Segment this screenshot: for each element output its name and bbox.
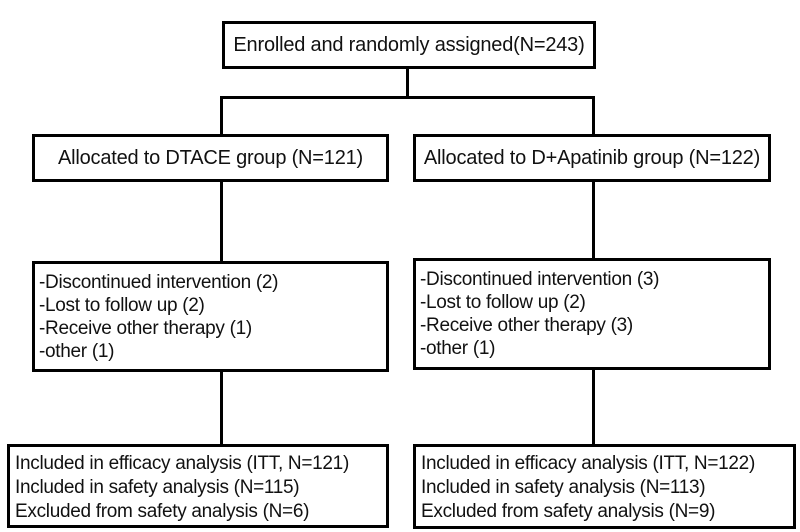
connector-dropout-to-analysis-right: [592, 370, 595, 444]
dropout-d-apatinib-line-other-therapy: -Receive other therapy (3): [420, 315, 633, 336]
dropout-dtace-line-discontinued: -Discontinued intervention (2): [39, 272, 279, 293]
connector-dropout-to-analysis-left: [220, 372, 223, 444]
node-allocation-d-apatinib: Allocated to D+Apatinib group (N=122): [413, 134, 771, 182]
analysis-dtace-line-safety-excluded: Excluded from safety analysis (N=6): [15, 501, 310, 522]
node-allocation-dtace: Allocated to DTACE group (N=121): [32, 134, 389, 182]
analysis-d-apatinib-line-safety-included: Included in safety analysis (N=113): [421, 477, 706, 498]
node-analysis-d-apatinib: Included in efficacy analysis (ITT, N=12…: [413, 444, 796, 529]
node-dropout-dtace: -Discontinued intervention (2) -Lost to …: [32, 261, 389, 372]
node-dropout-d-apatinib: -Discontinued intervention (3) -Lost to …: [413, 258, 771, 370]
node-allocation-d-apatinib-label: Allocated to D+Apatinib group (N=122): [423, 146, 761, 169]
node-analysis-dtace: Included in efficacy analysis (ITT, N=12…: [7, 444, 389, 528]
dropout-dtace-line-other-therapy: -Receive other therapy (1): [39, 318, 252, 339]
dropout-d-apatinib-line-other: -other (1): [420, 338, 496, 359]
dropout-dtace-line-lost-followup: -Lost to follow up (2): [39, 295, 205, 316]
analysis-dtace-line-safety-included: Included in safety analysis (N=115): [15, 477, 300, 498]
connector-enrollment-stem: [406, 68, 409, 99]
connector-branch-right-vertical: [592, 96, 595, 134]
dropout-dtace-line-other: -other (1): [39, 341, 115, 362]
connector-alloc-to-dropout-left: [220, 182, 223, 261]
node-enrollment-label: Enrolled and randomly assigned(N=243): [233, 33, 585, 56]
node-enrollment: Enrolled and randomly assigned(N=243): [222, 21, 596, 69]
analysis-d-apatinib-line-safety-excluded: Excluded from safety analysis (N=9): [421, 501, 716, 522]
dropout-d-apatinib-line-lost-followup: -Lost to follow up (2): [420, 292, 586, 313]
dropout-d-apatinib-line-discontinued: -Discontinued intervention (3): [420, 269, 660, 290]
analysis-d-apatinib-line-efficacy: Included in efficacy analysis (ITT, N=12…: [421, 453, 755, 474]
node-allocation-dtace-label: Allocated to DTACE group (N=121): [57, 146, 364, 169]
connector-branch-horizontal: [220, 96, 595, 99]
analysis-dtace-line-efficacy: Included in efficacy analysis (ITT, N=12…: [15, 453, 349, 474]
connector-branch-left-vertical: [220, 96, 223, 134]
connector-alloc-to-dropout-right: [592, 182, 595, 258]
